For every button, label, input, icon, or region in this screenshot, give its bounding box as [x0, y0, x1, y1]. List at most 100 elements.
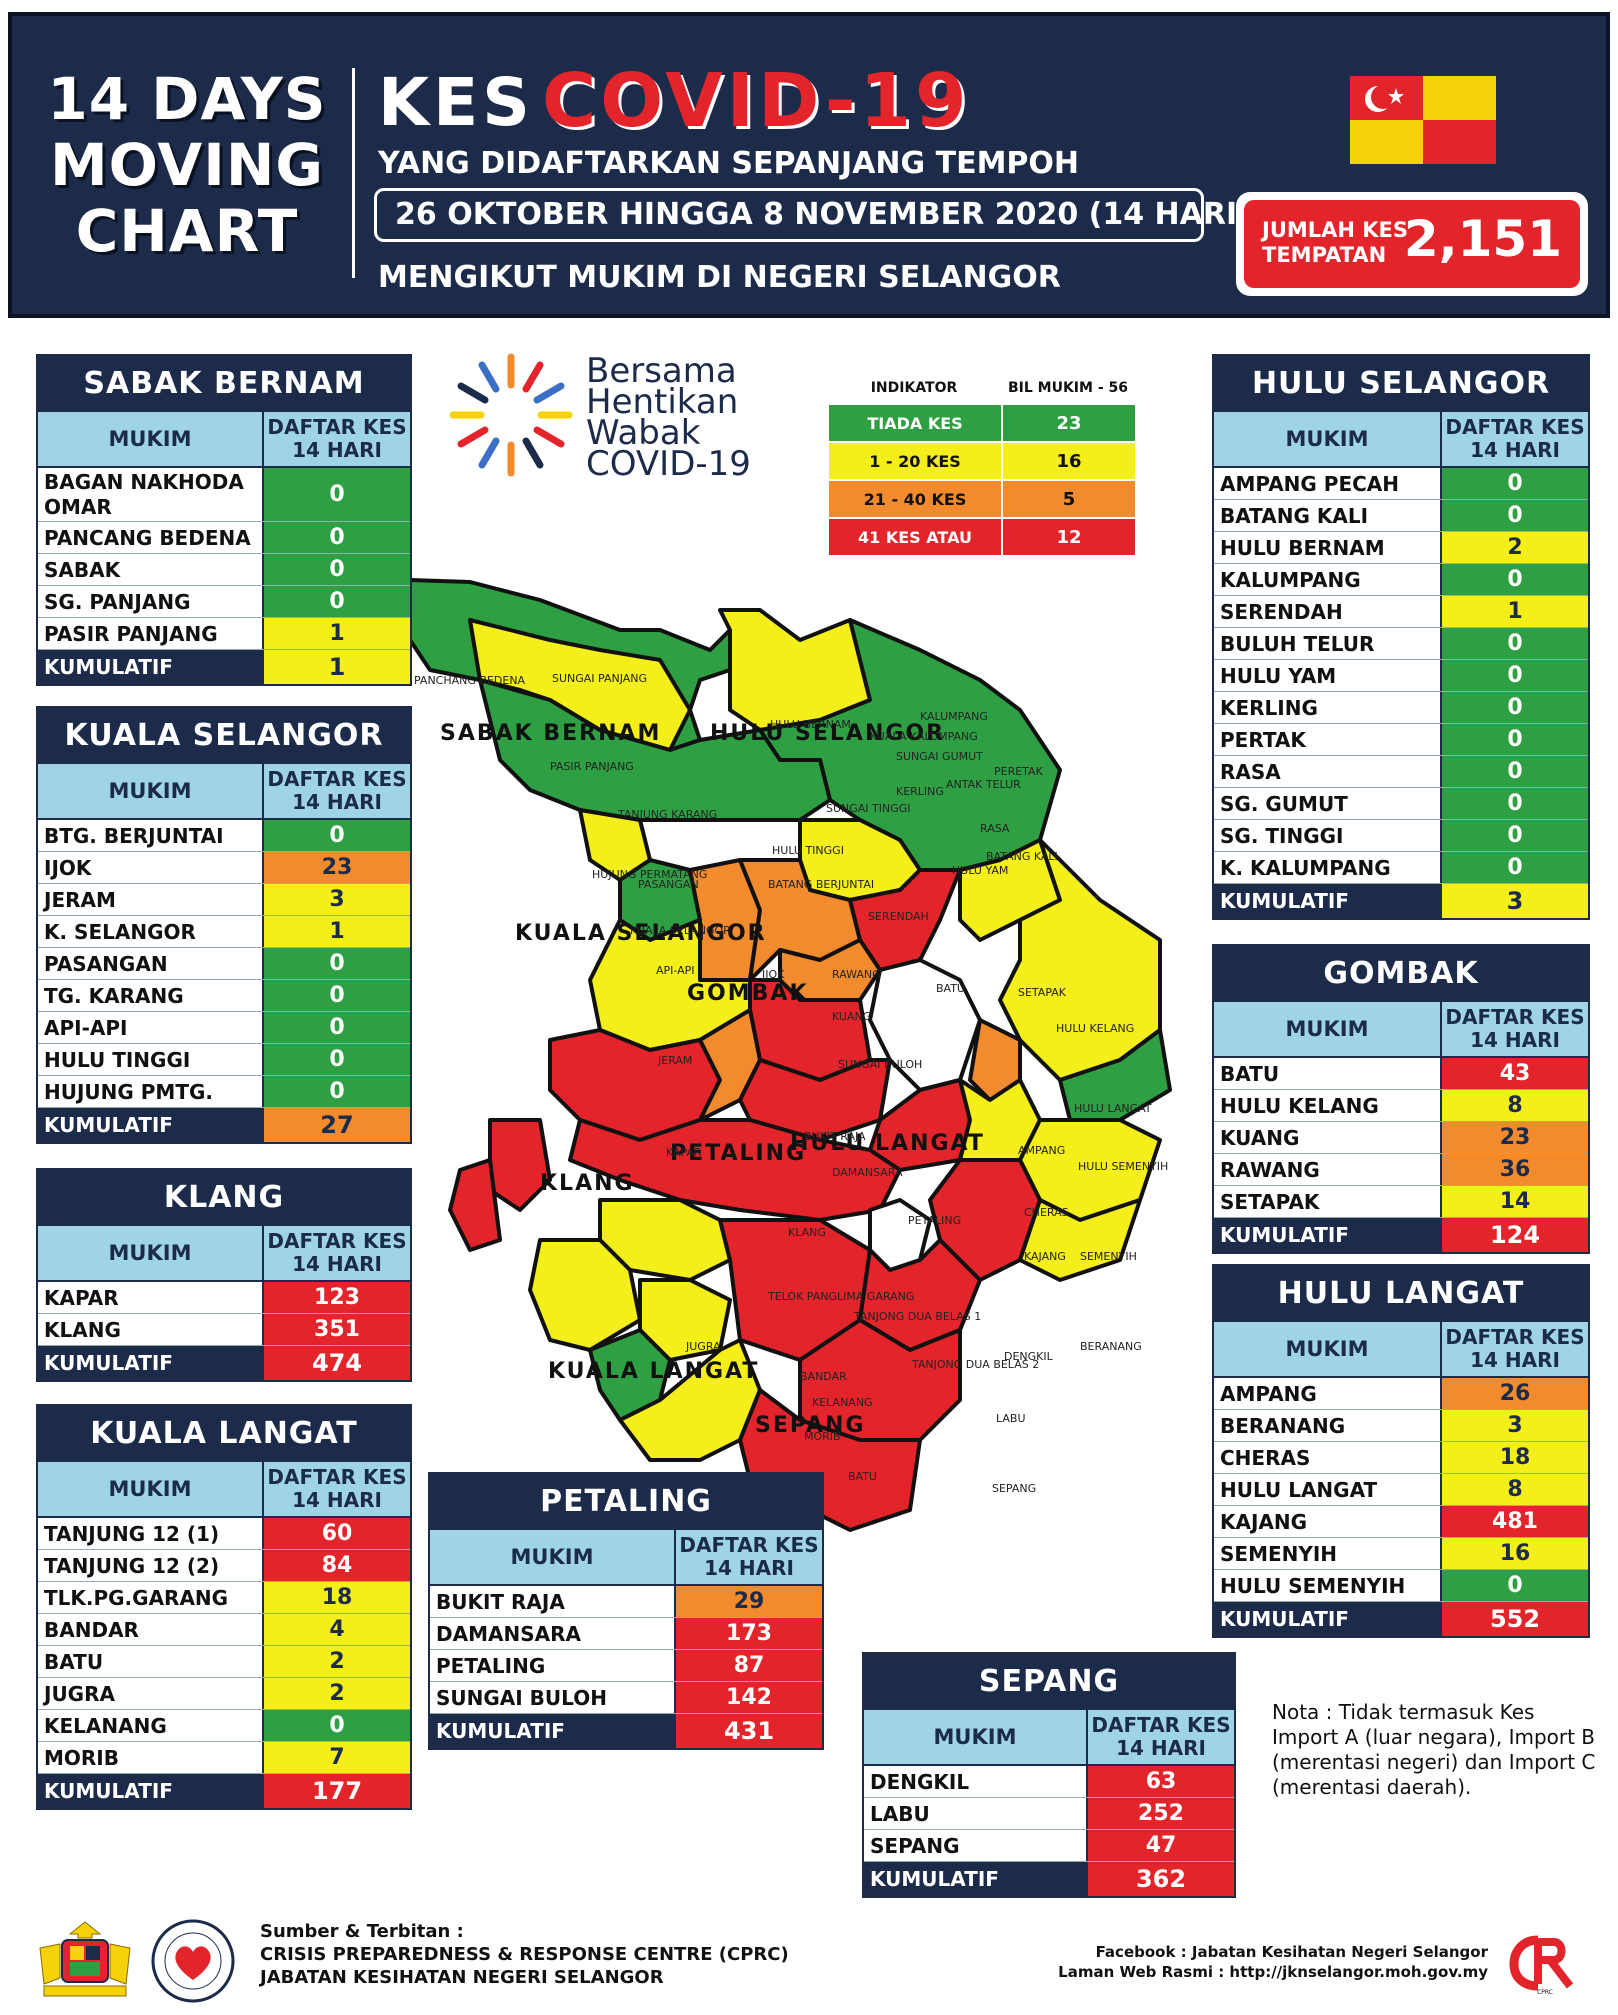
case-count: 0 — [264, 980, 410, 1011]
footer-source-cprc: CRISIS PREPAREDNESS & RESPONSE CENTRE (C… — [260, 1944, 789, 1965]
map-mukim-label: PASIR PANJANG — [550, 760, 634, 773]
map-mukim-label: SEPANG — [992, 1482, 1036, 1495]
region-jugra — [528, 1238, 642, 1352]
mukim-name: SEMENYIH — [1214, 1538, 1442, 1569]
table-title: SEPANG — [864, 1654, 1234, 1710]
column-header-daftar: DAFTAR KES 14 HARI — [267, 767, 407, 814]
header-subtitle-1: YANG DIDAFTARKAN SEPANJANG TEMPOH — [378, 146, 1080, 181]
kumulatif-value: 362 — [1088, 1862, 1234, 1896]
legend-count: 23 — [1001, 405, 1135, 441]
footer-website: Laman Web Rasmi : http://jknselangor.moh… — [1058, 1963, 1488, 1981]
header-left-title: 14 DAYS MOVING CHART — [32, 66, 342, 264]
table-title: KUALA SELANGOR — [38, 708, 410, 764]
table-klang: KLANG MUKIM DAFTAR KES 14 HARI KAPAR 123 KLAN… — [36, 1168, 412, 1382]
map-mukim-label: BERANANG — [1080, 1340, 1142, 1353]
table-row: KAJANG 481 — [1214, 1506, 1588, 1538]
table-kuala-langat: KUALA LANGAT MUKIM DAFTAR KES 14 HARI TANJU… — [36, 1404, 412, 1810]
map-mukim-label: RAWANG — [832, 968, 881, 981]
map-mukim-label: HULU SEMENYIH — [1078, 1160, 1168, 1173]
map-district-label: KUALA LANGAT — [548, 1359, 759, 1384]
column-header-mukim: MUKIM — [1214, 412, 1442, 466]
map-mukim-label: HULU YAM — [952, 864, 1008, 877]
map-mukim-label: API-API — [656, 964, 695, 977]
case-count: 0 — [1442, 724, 1588, 755]
case-count: 84 — [264, 1550, 410, 1581]
map-mukim-label: BATU — [936, 982, 965, 995]
table-row: BTG. BERJUNTAI 0 — [38, 820, 410, 852]
table-row: PETALING 87 — [430, 1650, 822, 1682]
map-mukim-label: SUNGAI BULOH — [838, 1058, 922, 1071]
malaysia-coat-of-arms-icon — [39, 1921, 131, 1997]
legend-label: 41 KES ATAU LEBIH — [829, 519, 1001, 585]
case-count: 0 — [1442, 692, 1588, 723]
map-mukim-label: KAPAR — [666, 1146, 702, 1159]
mukim-name: SUNGAI BULOH — [430, 1682, 676, 1713]
mukim-name: BATANG KALI — [1214, 500, 1442, 531]
table-row: TLK.PG.GARANG 18 — [38, 1582, 410, 1614]
map-mukim-label: HULU LANGAT — [1074, 1102, 1152, 1115]
case-count: 63 — [1088, 1766, 1234, 1797]
mukim-name: KAPAR — [38, 1282, 264, 1313]
kumulatif-value: 177 — [264, 1774, 410, 1808]
case-count: 0 — [264, 1710, 410, 1741]
kumulatif-label: KUMULATIF — [44, 1113, 173, 1137]
case-count: 0 — [1442, 564, 1588, 595]
map-mukim-label: HULU KELANG — [1056, 1022, 1134, 1035]
kumulatif-value: 474 — [264, 1346, 410, 1380]
mukim-name: KLANG — [38, 1314, 264, 1345]
title-line-3: CHART — [75, 197, 299, 265]
kumulatif-value: 3 — [1442, 884, 1588, 918]
legend-row: 41 KES ATAU LEBIH 12 — [828, 518, 1136, 585]
case-count: 0 — [264, 522, 410, 553]
map-mukim-label: PANCHANG BEDENA — [414, 674, 526, 687]
case-count: 29 — [676, 1586, 822, 1617]
mukim-name: BATU — [1214, 1058, 1442, 1089]
map-mukim-label: SEMENYIH — [1080, 1250, 1137, 1263]
table-row: HULU LANGAT 8 — [1214, 1474, 1588, 1506]
case-count: 87 — [676, 1650, 822, 1681]
mukim-name: PANCANG BEDENA — [38, 522, 264, 553]
map-mukim-label: JUGRA — [685, 1340, 721, 1353]
kumulatif-row: KUMULATIF 362 — [864, 1862, 1234, 1896]
case-count: 16 — [1442, 1538, 1588, 1569]
selangor-map: SABAK BERNAM HULU SELANGOR KUALA SELANGOR G… — [408, 578, 1172, 1532]
kumulatif-row: KUMULATIF 552 — [1214, 1602, 1588, 1636]
map-mukim-label: PERETAK — [994, 765, 1044, 778]
footer-contact: Facebook : Jabatan Kesihatan Negeri Sela… — [1058, 1942, 1488, 1982]
mukim-name: MORIB — [38, 1742, 264, 1773]
table-title: KUALA LANGAT — [38, 1406, 410, 1462]
mukim-name: API-API — [38, 1012, 264, 1043]
logo-line-2: Hentikan — [586, 382, 739, 422]
map-mukim-label: DENGKIL — [1004, 1350, 1054, 1363]
kumulatif-label: KUMULATIF — [1220, 889, 1349, 913]
map-mukim-label: KALUMPANG — [920, 710, 988, 723]
header-date-range: 26 OKTOBER HINGGA 8 NOVEMBER 2020 (14 HA… — [374, 188, 1251, 242]
mukim-name: KAJANG — [1214, 1506, 1442, 1537]
table-row: BATU 43 — [1214, 1058, 1588, 1090]
map-mukim-label: CHERAS — [1024, 1206, 1069, 1219]
table-row: TANJUNG 12 (2) 84 — [38, 1550, 410, 1582]
table-title: KLANG — [38, 1170, 410, 1226]
mukim-name: RASA — [1214, 756, 1442, 787]
kementerian-kesihatan-badge-icon — [151, 1919, 235, 2003]
case-count: 0 — [1442, 820, 1588, 851]
column-header-daftar: DAFTAR KES 14 HARI — [267, 415, 407, 462]
column-header-daftar: DAFTAR KES 14 HARI — [267, 1229, 407, 1276]
table-row: SABAK 0 — [38, 554, 410, 586]
case-count: 26 — [1442, 1378, 1588, 1409]
region-klang-islands — [488, 1118, 552, 1212]
case-count: 351 — [264, 1314, 410, 1345]
mukim-name: HULU SEMENYIH — [1214, 1570, 1442, 1601]
table-row: BAGAN NAKHODA OMAR 0 — [38, 468, 410, 522]
map-mukim-label: ANTAK TELUR — [946, 778, 1021, 791]
kumulatif-row: KUMULATIF 27 — [38, 1108, 410, 1142]
table-title: GOMBAK — [1214, 946, 1588, 1002]
header-banner: 14 DAYS MOVING CHART KES COVID-19 YANG D… — [8, 12, 1610, 318]
map-district-label: HULU LANGAT — [790, 1131, 985, 1156]
case-count: 2 — [264, 1678, 410, 1709]
table-row: LABU 252 — [864, 1798, 1234, 1830]
table-row: DAMANSARA 173 — [430, 1618, 822, 1650]
kumulatif-value: 552 — [1442, 1602, 1588, 1636]
case-count: 0 — [1442, 660, 1588, 691]
case-count: 0 — [264, 1012, 410, 1043]
